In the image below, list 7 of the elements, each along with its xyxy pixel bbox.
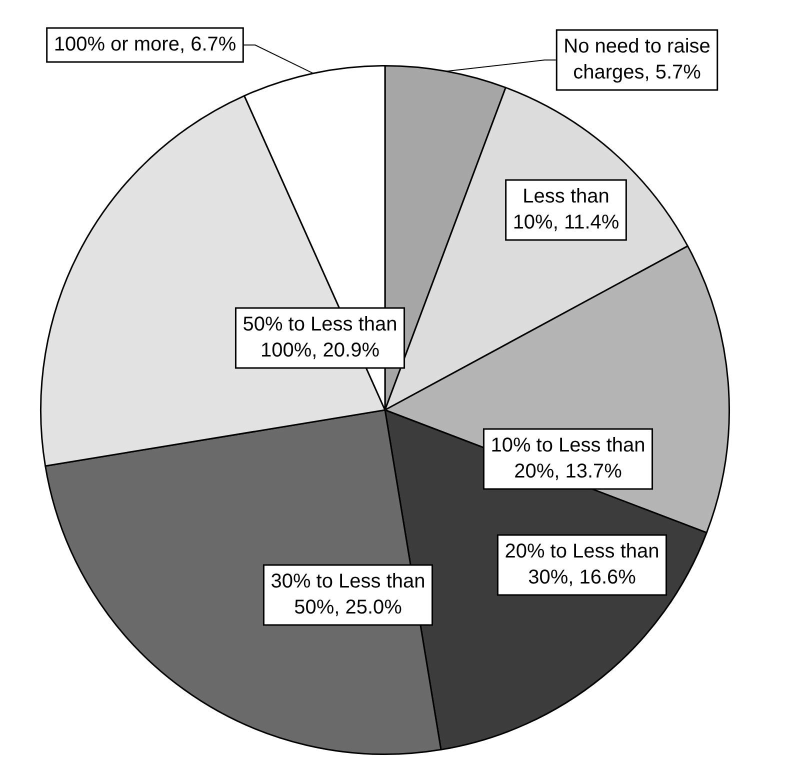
slice-label: No need to raise charges, 5.7% xyxy=(564,36,710,84)
slice-label: 20% to Less than 30%, 16.6% xyxy=(504,540,660,589)
slice-label: 30% to Less than 50%, 25.0% xyxy=(270,570,426,619)
slice-label: Less than 10%, 11.4% xyxy=(512,186,620,234)
slice-label: 50% to Less than 100%, 20.9% xyxy=(242,314,398,362)
slice-label: 10% to Less than 20%, 13.7% xyxy=(490,434,646,483)
slice-label: 100% or more, 6.7% xyxy=(54,34,236,56)
